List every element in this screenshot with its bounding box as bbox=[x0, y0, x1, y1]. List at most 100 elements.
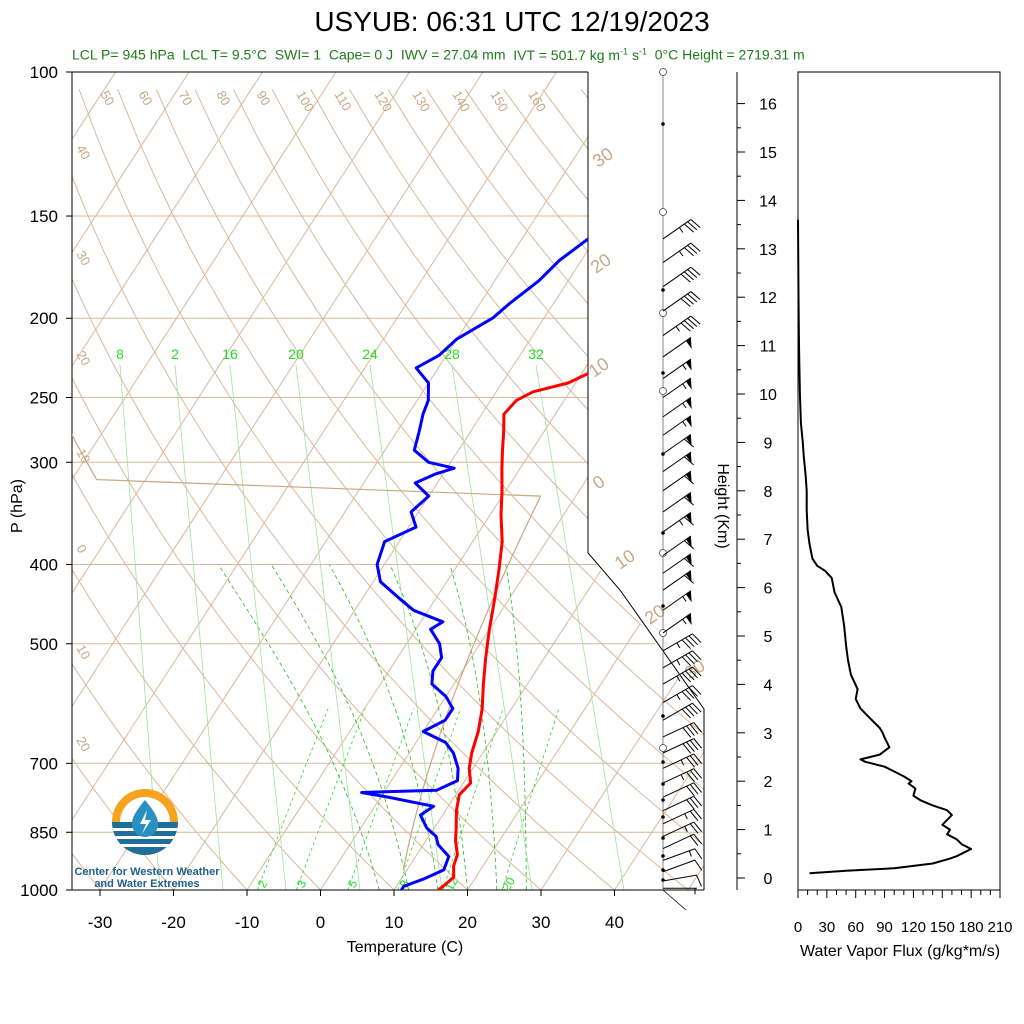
barb-full bbox=[693, 782, 702, 793]
barb-full bbox=[681, 691, 692, 701]
barb-full bbox=[680, 322, 691, 332]
wind-barb bbox=[662, 535, 694, 556]
barb-shaft bbox=[662, 433, 692, 455]
height-dot bbox=[661, 815, 665, 819]
barb-shaft bbox=[662, 685, 693, 703]
moist-adiabat-line bbox=[449, 564, 498, 890]
height-tick-label: 13 bbox=[759, 242, 777, 259]
barb-full bbox=[690, 266, 701, 276]
wind-barb bbox=[662, 377, 692, 398]
barb-flag bbox=[685, 359, 692, 371]
barb-full bbox=[685, 670, 695, 681]
barb-full bbox=[696, 874, 702, 887]
barb-full bbox=[693, 809, 702, 820]
barb-full bbox=[686, 725, 695, 736]
barb-full bbox=[680, 273, 691, 283]
mixing-ratio-guide bbox=[229, 364, 287, 890]
barb-full bbox=[683, 496, 694, 506]
barb-full bbox=[687, 245, 698, 254]
barb-full bbox=[683, 456, 694, 466]
dry-adiabat-line bbox=[233, 89, 704, 890]
barb-flag bbox=[685, 415, 692, 428]
barb-shaft bbox=[662, 315, 692, 336]
dewpoint-profile bbox=[360, 215, 612, 890]
dry-adiabat-line bbox=[117, 89, 704, 890]
height-dot bbox=[661, 288, 665, 292]
barb-full bbox=[682, 727, 692, 738]
wind-barb bbox=[662, 590, 692, 611]
height-tick-label: 0 bbox=[764, 871, 773, 888]
wind-barb bbox=[662, 315, 701, 336]
wind-barb bbox=[662, 242, 701, 264]
y-tick-label: 850 bbox=[30, 823, 58, 842]
wind-barb bbox=[662, 470, 694, 492]
height-marker bbox=[659, 309, 667, 317]
isotherm-left-label: 40 bbox=[73, 142, 93, 162]
barb-full bbox=[683, 223, 694, 233]
barb-full bbox=[686, 785, 695, 797]
barb-shaft bbox=[662, 768, 695, 784]
barb-half bbox=[678, 520, 684, 526]
mixing-ratio-line bbox=[442, 708, 504, 890]
dry-adiabat-label: 0 bbox=[589, 471, 609, 493]
barb-shaft bbox=[662, 874, 697, 882]
wind-barb bbox=[662, 219, 701, 240]
barb-half bbox=[676, 642, 681, 649]
flux-tick-label: 180 bbox=[959, 919, 984, 936]
dry-adiabat-line bbox=[155, 89, 704, 890]
stat-lcl-p: LCL P= 945 hPa bbox=[72, 46, 175, 63]
barb-full bbox=[693, 738, 702, 749]
wind-barb bbox=[662, 553, 694, 574]
barb-flag bbox=[685, 471, 692, 483]
barb-shaft bbox=[662, 590, 692, 611]
isotherm-label: 100 bbox=[293, 88, 317, 114]
barb-full bbox=[687, 269, 698, 278]
barb-shaft bbox=[662, 753, 695, 769]
isotherm-label: 160 bbox=[525, 88, 549, 114]
height-tick-label: 14 bbox=[759, 193, 777, 210]
isotherm-label: 90 bbox=[253, 88, 273, 108]
wind-barb bbox=[662, 782, 702, 798]
barb-flag bbox=[685, 397, 692, 410]
mixing-ratio-guide bbox=[174, 364, 224, 890]
height-tick-label: 2 bbox=[764, 774, 773, 791]
wind-barb bbox=[662, 874, 702, 887]
mixing-ratio-guide bbox=[369, 364, 443, 890]
wind-barb bbox=[662, 492, 694, 513]
barb-shaft bbox=[662, 492, 692, 513]
x-tick-label: -20 bbox=[161, 913, 186, 932]
barb-full bbox=[683, 320, 694, 330]
isotherm-line bbox=[614, 72, 704, 890]
wind-barb bbox=[662, 433, 694, 455]
barb-shaft bbox=[662, 242, 692, 264]
wind-barb bbox=[662, 337, 692, 358]
wind-barb bbox=[662, 291, 701, 312]
flux-axis-label: Water Vapor Flux (g/kg*m/s) bbox=[800, 943, 1000, 960]
barb-full bbox=[689, 739, 699, 751]
height-dot bbox=[661, 760, 665, 764]
mixing-ratio-label: 24 bbox=[362, 346, 378, 362]
stat-iwv: IWV = 27.04 mm bbox=[400, 46, 506, 63]
isotherm-label: 50 bbox=[97, 88, 117, 108]
barb-half bbox=[678, 227, 684, 233]
isotherm-line bbox=[72, 72, 557, 890]
wind-barb bbox=[662, 512, 694, 533]
barb-full bbox=[689, 797, 699, 808]
barb-flag bbox=[685, 613, 692, 626]
mixing-ratio-label: 16 bbox=[222, 346, 238, 362]
barb-full bbox=[682, 743, 692, 754]
barb-full bbox=[693, 821, 702, 832]
height-tick-label: 9 bbox=[764, 435, 773, 452]
mixing-ratio-line bbox=[347, 708, 414, 890]
barb-half bbox=[682, 364, 687, 370]
moist-adiabat-line bbox=[505, 564, 527, 890]
barb-half bbox=[682, 383, 687, 389]
logo-caption-line2: and Water Extremes bbox=[94, 878, 200, 890]
flux-tick-label: 0 bbox=[794, 919, 802, 936]
x-tick-label: 10 bbox=[385, 913, 404, 932]
dry-adiabat-label: 20 bbox=[587, 249, 615, 277]
barb-full bbox=[688, 635, 698, 646]
barb-full bbox=[685, 689, 695, 699]
barb-half bbox=[682, 596, 687, 602]
barb-full bbox=[692, 685, 702, 695]
